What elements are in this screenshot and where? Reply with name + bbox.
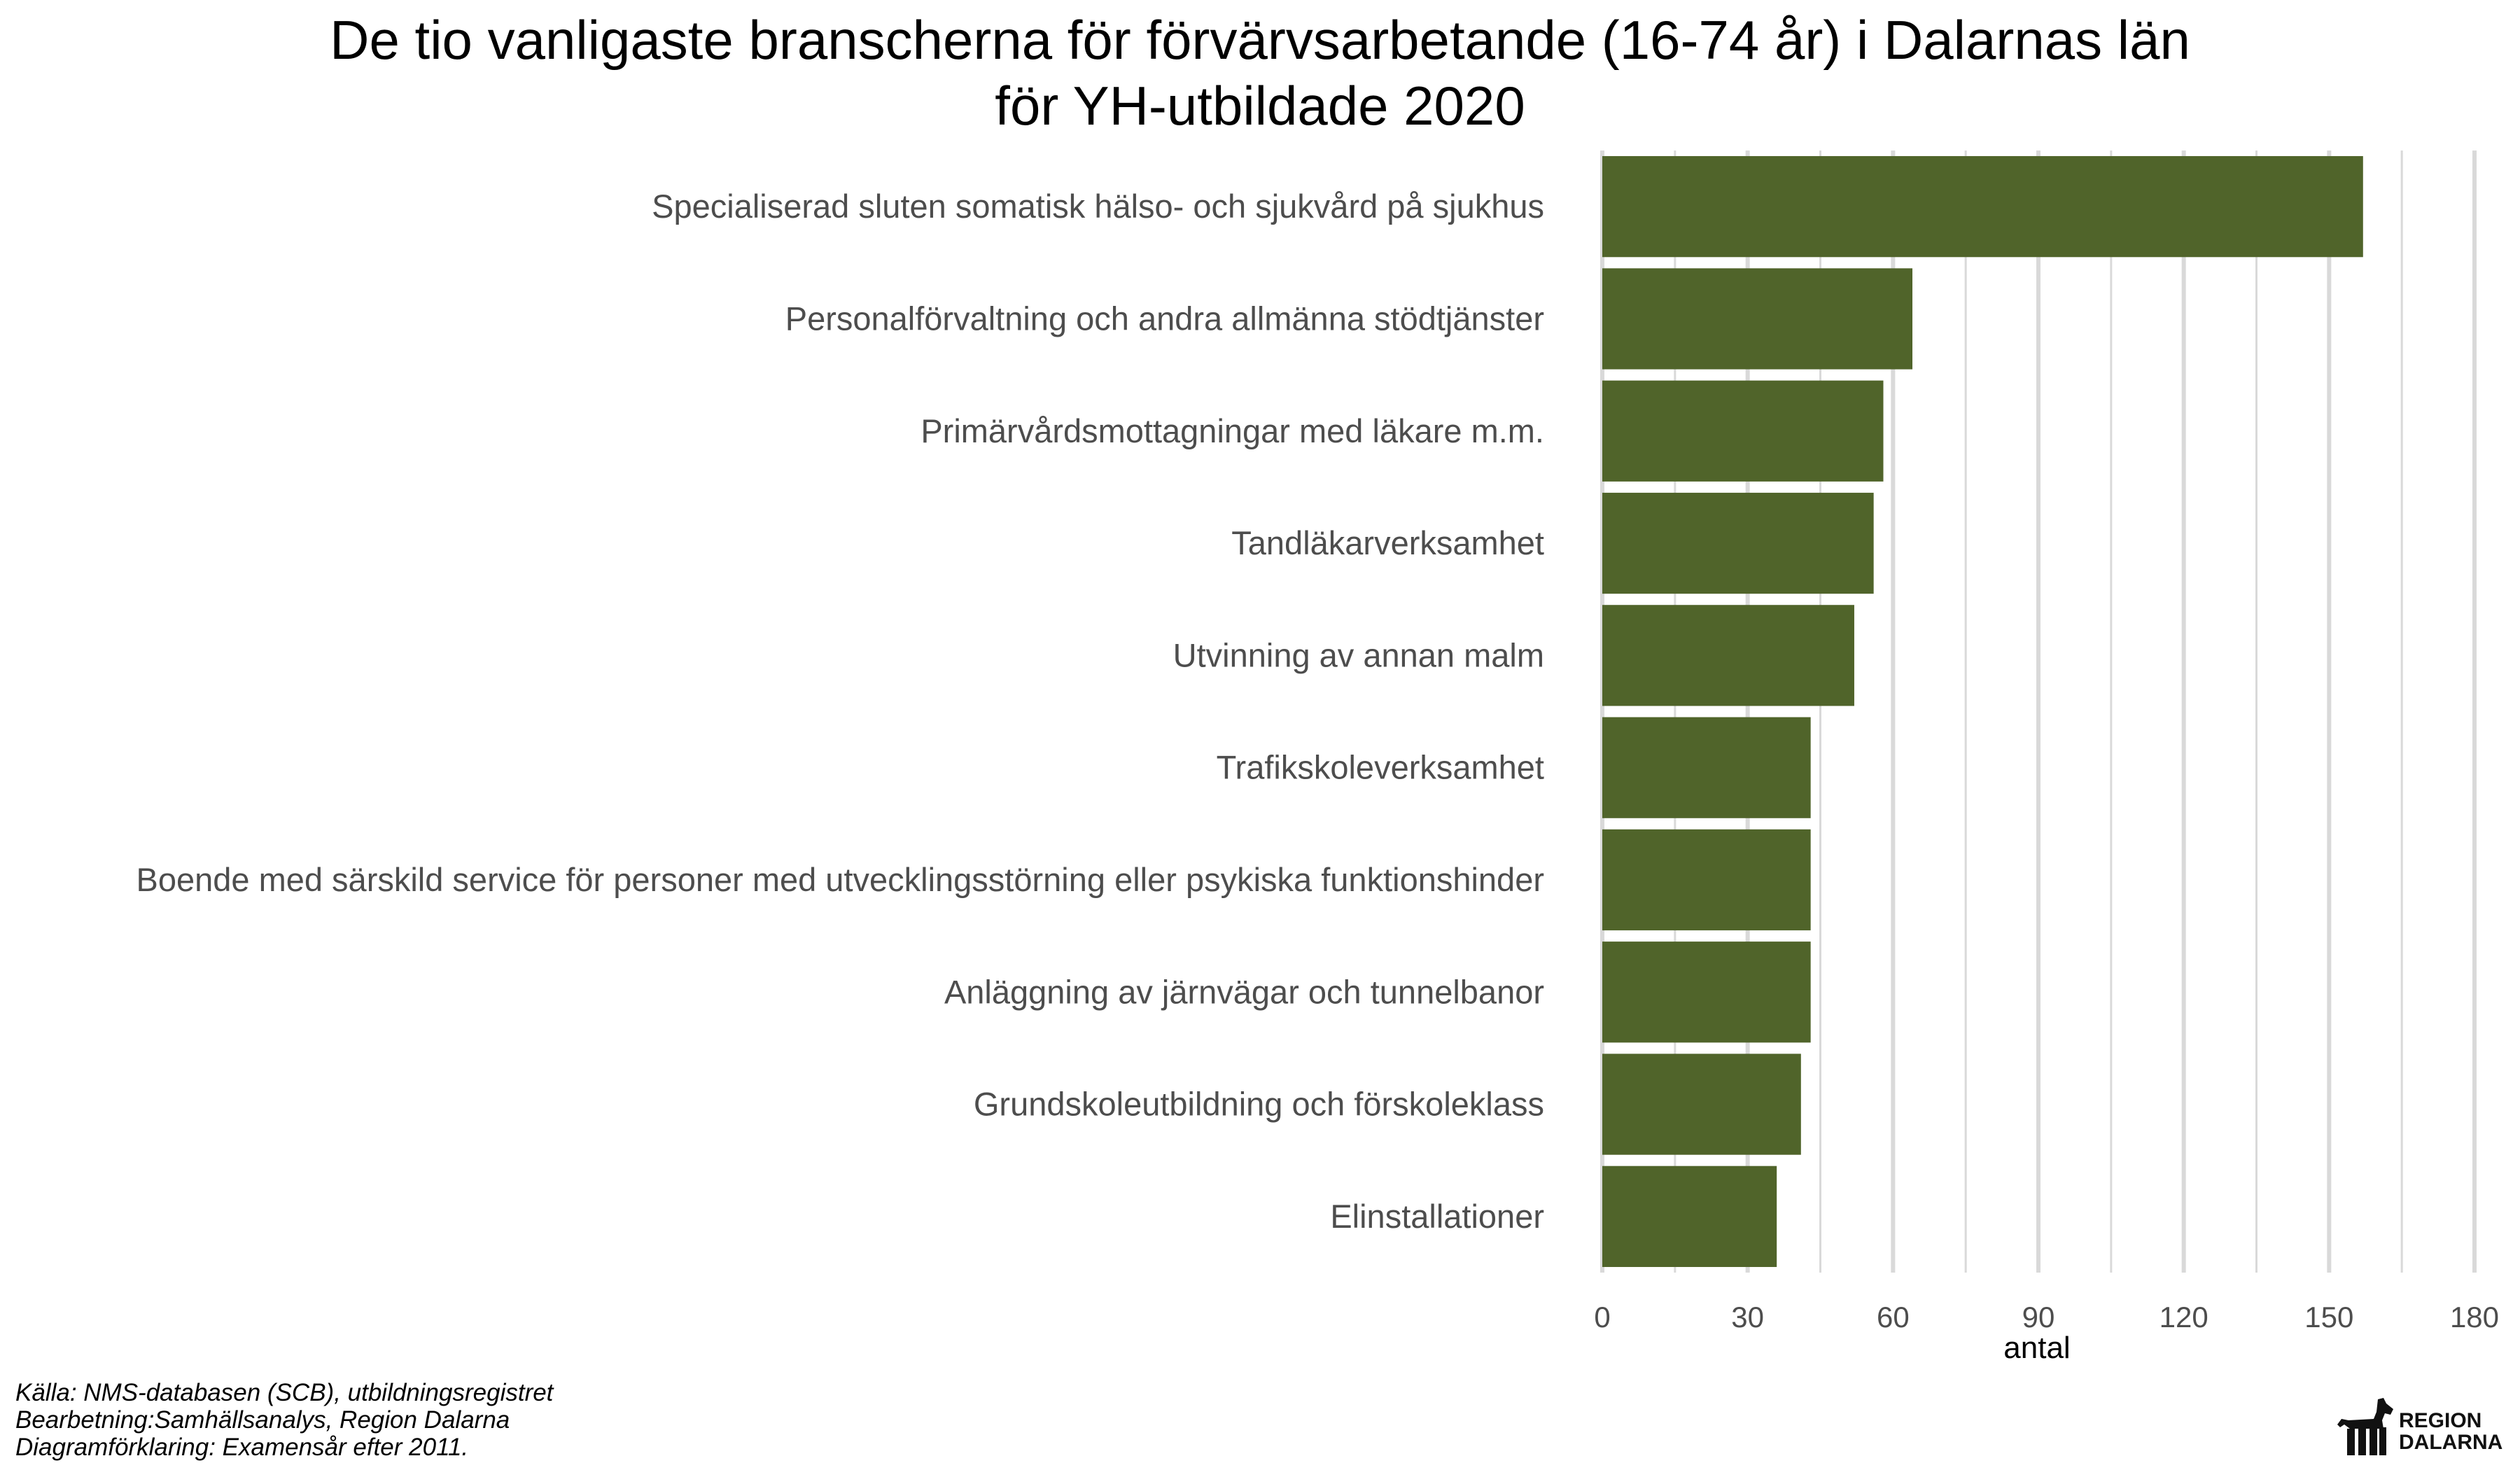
category-label: Trafikskoleverksamhet: [1217, 749, 1544, 786]
category-label: Specialiserad sluten somatisk hälso- och…: [652, 188, 1544, 225]
bar: [1602, 156, 2363, 258]
category-label: Primärvårdsmottagningar med läkare m.m.: [920, 412, 1544, 449]
x-tick-label: 60: [1877, 1301, 1910, 1334]
category-labels: Specialiserad sluten somatisk hälso- och…: [136, 188, 1544, 1235]
category-label: Utvinning av annan malm: [1173, 636, 1544, 673]
bar: [1602, 605, 1854, 706]
chart-title: De tio vanligaste branscherna för förvär…: [330, 9, 2190, 136]
x-axis-ticks: 0 30 60 90 120 150 180: [1594, 1301, 2499, 1334]
chart-bars: [1602, 156, 2363, 1267]
x-tick-label: 150: [2304, 1301, 2353, 1334]
x-tick-label: 90: [2022, 1301, 2055, 1334]
x-tick-label: 120: [2160, 1301, 2208, 1334]
x-tick-label: 30: [1731, 1301, 1764, 1334]
x-tick-label: 0: [1594, 1301, 1610, 1334]
category-label: Personalförvaltning och andra allmänna s…: [785, 300, 1544, 337]
x-tick-label: 180: [2450, 1301, 2499, 1334]
bar: [1602, 717, 1811, 818]
bar: [1602, 829, 1811, 931]
bar: [1602, 941, 1811, 1043]
chart-title-line-1: De tio vanligaste branscherna för förvär…: [330, 9, 2190, 71]
bar: [1602, 492, 1874, 594]
caption-explanation: Diagramförklaring: Examensår efter 2011.: [15, 1434, 469, 1461]
category-label: Grundskoleutbildning och förskoleklass: [974, 1086, 1544, 1123]
category-label: Anläggning av järnvägar och tunnelbanor: [944, 973, 1544, 1010]
category-label: Boende med särskild service för personer…: [136, 861, 1544, 898]
bar: [1602, 1054, 1801, 1155]
caption-processing: Bearbetning:Samhällsanalys, Region Dalar…: [15, 1406, 510, 1434]
bar: [1602, 1166, 1777, 1267]
dala-horse-icon: [2337, 1398, 2393, 1455]
region-dalarna-logo: REGION DALARNA: [2334, 1393, 2510, 1463]
chart-title-line-2: för YH-utbildade 2020: [995, 75, 1525, 136]
source-caption: Källa: NMS-databasen (SCB), utbildningsr…: [15, 1379, 553, 1461]
logo-line-dalarna: DALARNA: [2399, 1431, 2503, 1454]
caption-source: Källa: NMS-databasen (SCB), utbildningsr…: [15, 1379, 554, 1406]
logo-text: REGION DALARNA: [2399, 1410, 2502, 1453]
category-label: Tandläkarverksamhet: [1231, 524, 1544, 561]
bar: [1602, 380, 1884, 482]
x-axis-title: antal: [2003, 1331, 2070, 1365]
logo-line-region: REGION: [2399, 1409, 2482, 1432]
category-label: Elinstallationer: [1330, 1198, 1544, 1235]
bar: [1602, 268, 1913, 370]
